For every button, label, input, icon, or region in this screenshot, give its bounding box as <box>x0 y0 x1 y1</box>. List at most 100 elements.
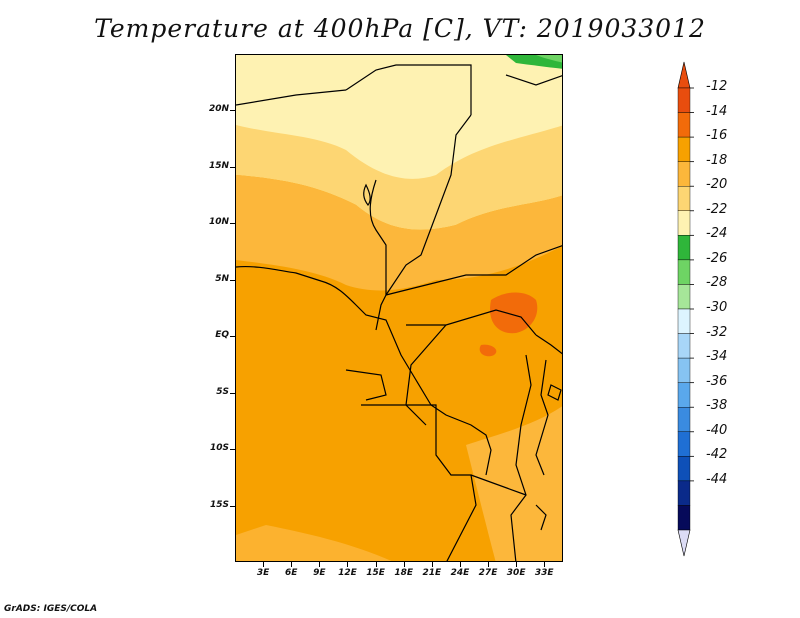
lat-tick-mark <box>230 110 235 112</box>
west-coastline <box>236 265 492 476</box>
colorbar-swatch <box>677 456 691 482</box>
lon-tick-label: 18E <box>394 568 414 578</box>
colorbar-swatch <box>677 210 691 236</box>
border-drc-north <box>406 309 537 336</box>
lat-tick-label: 10S <box>209 443 229 454</box>
colorbar-swatch <box>677 235 691 261</box>
colorbar-over-triangle <box>677 61 691 89</box>
colorbar-swatch <box>677 407 691 432</box>
lake-victoria-outline <box>547 384 562 401</box>
colorbar-swatch <box>677 259 691 285</box>
lat-tick-label: 15N <box>208 160 229 171</box>
colorbar-label: -16 <box>706 128 728 144</box>
lon-tick-label: 33E <box>534 568 554 578</box>
lake-malawi-outline <box>535 504 547 531</box>
lat-tick-mark <box>230 336 235 338</box>
colorbar-label: -24 <box>706 226 728 242</box>
colorbar-label: -40 <box>706 422 728 438</box>
map-plot-area <box>235 54 563 562</box>
border-angola <box>361 404 477 561</box>
lat-tick-mark <box>230 505 235 507</box>
lake-tanganyika-outline <box>535 359 549 476</box>
colorbar-swatch <box>677 136 691 162</box>
colorbar-label: -26 <box>706 250 728 266</box>
lon-tick-mark <box>459 562 461 567</box>
lat-tick-label: 10N <box>208 217 229 228</box>
lon-tick-mark <box>263 562 265 567</box>
footer-credit: GrADS: IGES/COLA <box>4 604 98 614</box>
field-warm-patch-small <box>479 344 497 357</box>
colorbar-swatch <box>677 87 691 113</box>
colorbar-swatch <box>677 431 691 457</box>
colorbar-label: -18 <box>706 152 728 168</box>
colorbar-label: -30 <box>706 300 728 315</box>
colorbar-label: -38 <box>706 398 728 414</box>
lon-tick-label: 15E <box>366 568 385 578</box>
border-cameroon <box>375 294 387 331</box>
lat-tick-mark <box>230 166 235 168</box>
lat-tick-label: 15S <box>209 499 229 510</box>
colorbar-label: -42 <box>706 447 728 463</box>
colorbar-swatch <box>677 357 691 383</box>
border-zambia <box>470 474 527 496</box>
colorbar-label: -12 <box>706 79 728 94</box>
colorbar-swatch <box>677 161 691 187</box>
lat-tick-label: EQ <box>215 330 229 341</box>
chart-title: Temperature at 400hPa [C], VT: 201903301… <box>94 14 706 43</box>
lat-tick-label: 20N <box>208 104 229 115</box>
lake-chad-outline <box>363 183 371 206</box>
lon-tick-label: 12E <box>338 568 357 578</box>
field-patch-se <box>466 406 562 561</box>
border-congo <box>405 324 447 426</box>
lon-tick-label: 24E <box>450 568 470 578</box>
colorbar-label: -34 <box>706 349 728 365</box>
lon-tick-label: 6E <box>285 568 298 578</box>
colorbar-swatch <box>677 382 691 408</box>
colorbar-swatch <box>677 186 691 211</box>
colorbar-label: -28 <box>706 275 728 291</box>
lon-tick-mark <box>431 562 433 567</box>
lat-tick-label: 5S <box>216 386 229 397</box>
lon-tick-mark <box>403 562 405 567</box>
colorbar-swatch <box>677 112 691 138</box>
lat-tick-label: 5N <box>215 273 229 284</box>
colorbar-swatch <box>677 333 691 359</box>
border-gabon <box>345 369 387 401</box>
border-uganda <box>535 334 562 355</box>
lon-tick-mark <box>488 562 490 567</box>
colorbar-label: -32 <box>706 324 728 340</box>
colorbar-swatch <box>677 480 691 506</box>
field-band-20-22 <box>236 55 562 179</box>
lon-tick-label: 9E <box>313 568 326 578</box>
border-niger-algeria <box>236 89 347 106</box>
colorbar-label: -22 <box>706 201 728 217</box>
colorbar-label: -36 <box>706 373 728 389</box>
lon-tick-mark <box>375 562 377 567</box>
field-band-16-18 <box>236 175 562 291</box>
colorbar-under-triangle <box>677 529 691 557</box>
lat-tick-mark <box>230 223 235 225</box>
colorbar-swatch <box>677 284 691 310</box>
lon-tick-mark <box>544 562 546 567</box>
colorbar-label: -44 <box>706 471 728 487</box>
border-libya <box>345 64 472 115</box>
lon-tick-mark <box>516 562 518 567</box>
border-chad-sudan <box>385 114 472 296</box>
colorbar <box>677 61 694 557</box>
lon-tick-mark <box>347 562 349 567</box>
colorbar-label: -14 <box>706 103 728 119</box>
lat-tick-mark <box>230 392 235 394</box>
border-car-south <box>385 245 562 296</box>
lon-tick-label: 3E <box>256 568 270 578</box>
country-borders <box>236 64 562 561</box>
colorbar-swatch <box>677 505 691 531</box>
border-egypt <box>505 74 562 86</box>
lon-tick-label: 27E <box>478 568 498 578</box>
border-chad-nigeria <box>369 179 387 295</box>
lat-tick-mark <box>230 279 235 281</box>
temperature-map <box>236 55 562 561</box>
field-patch-sw <box>236 525 392 561</box>
colorbar-swatch <box>677 308 691 334</box>
lat-tick-mark <box>230 449 235 451</box>
lon-tick-label: 21E <box>422 568 442 578</box>
